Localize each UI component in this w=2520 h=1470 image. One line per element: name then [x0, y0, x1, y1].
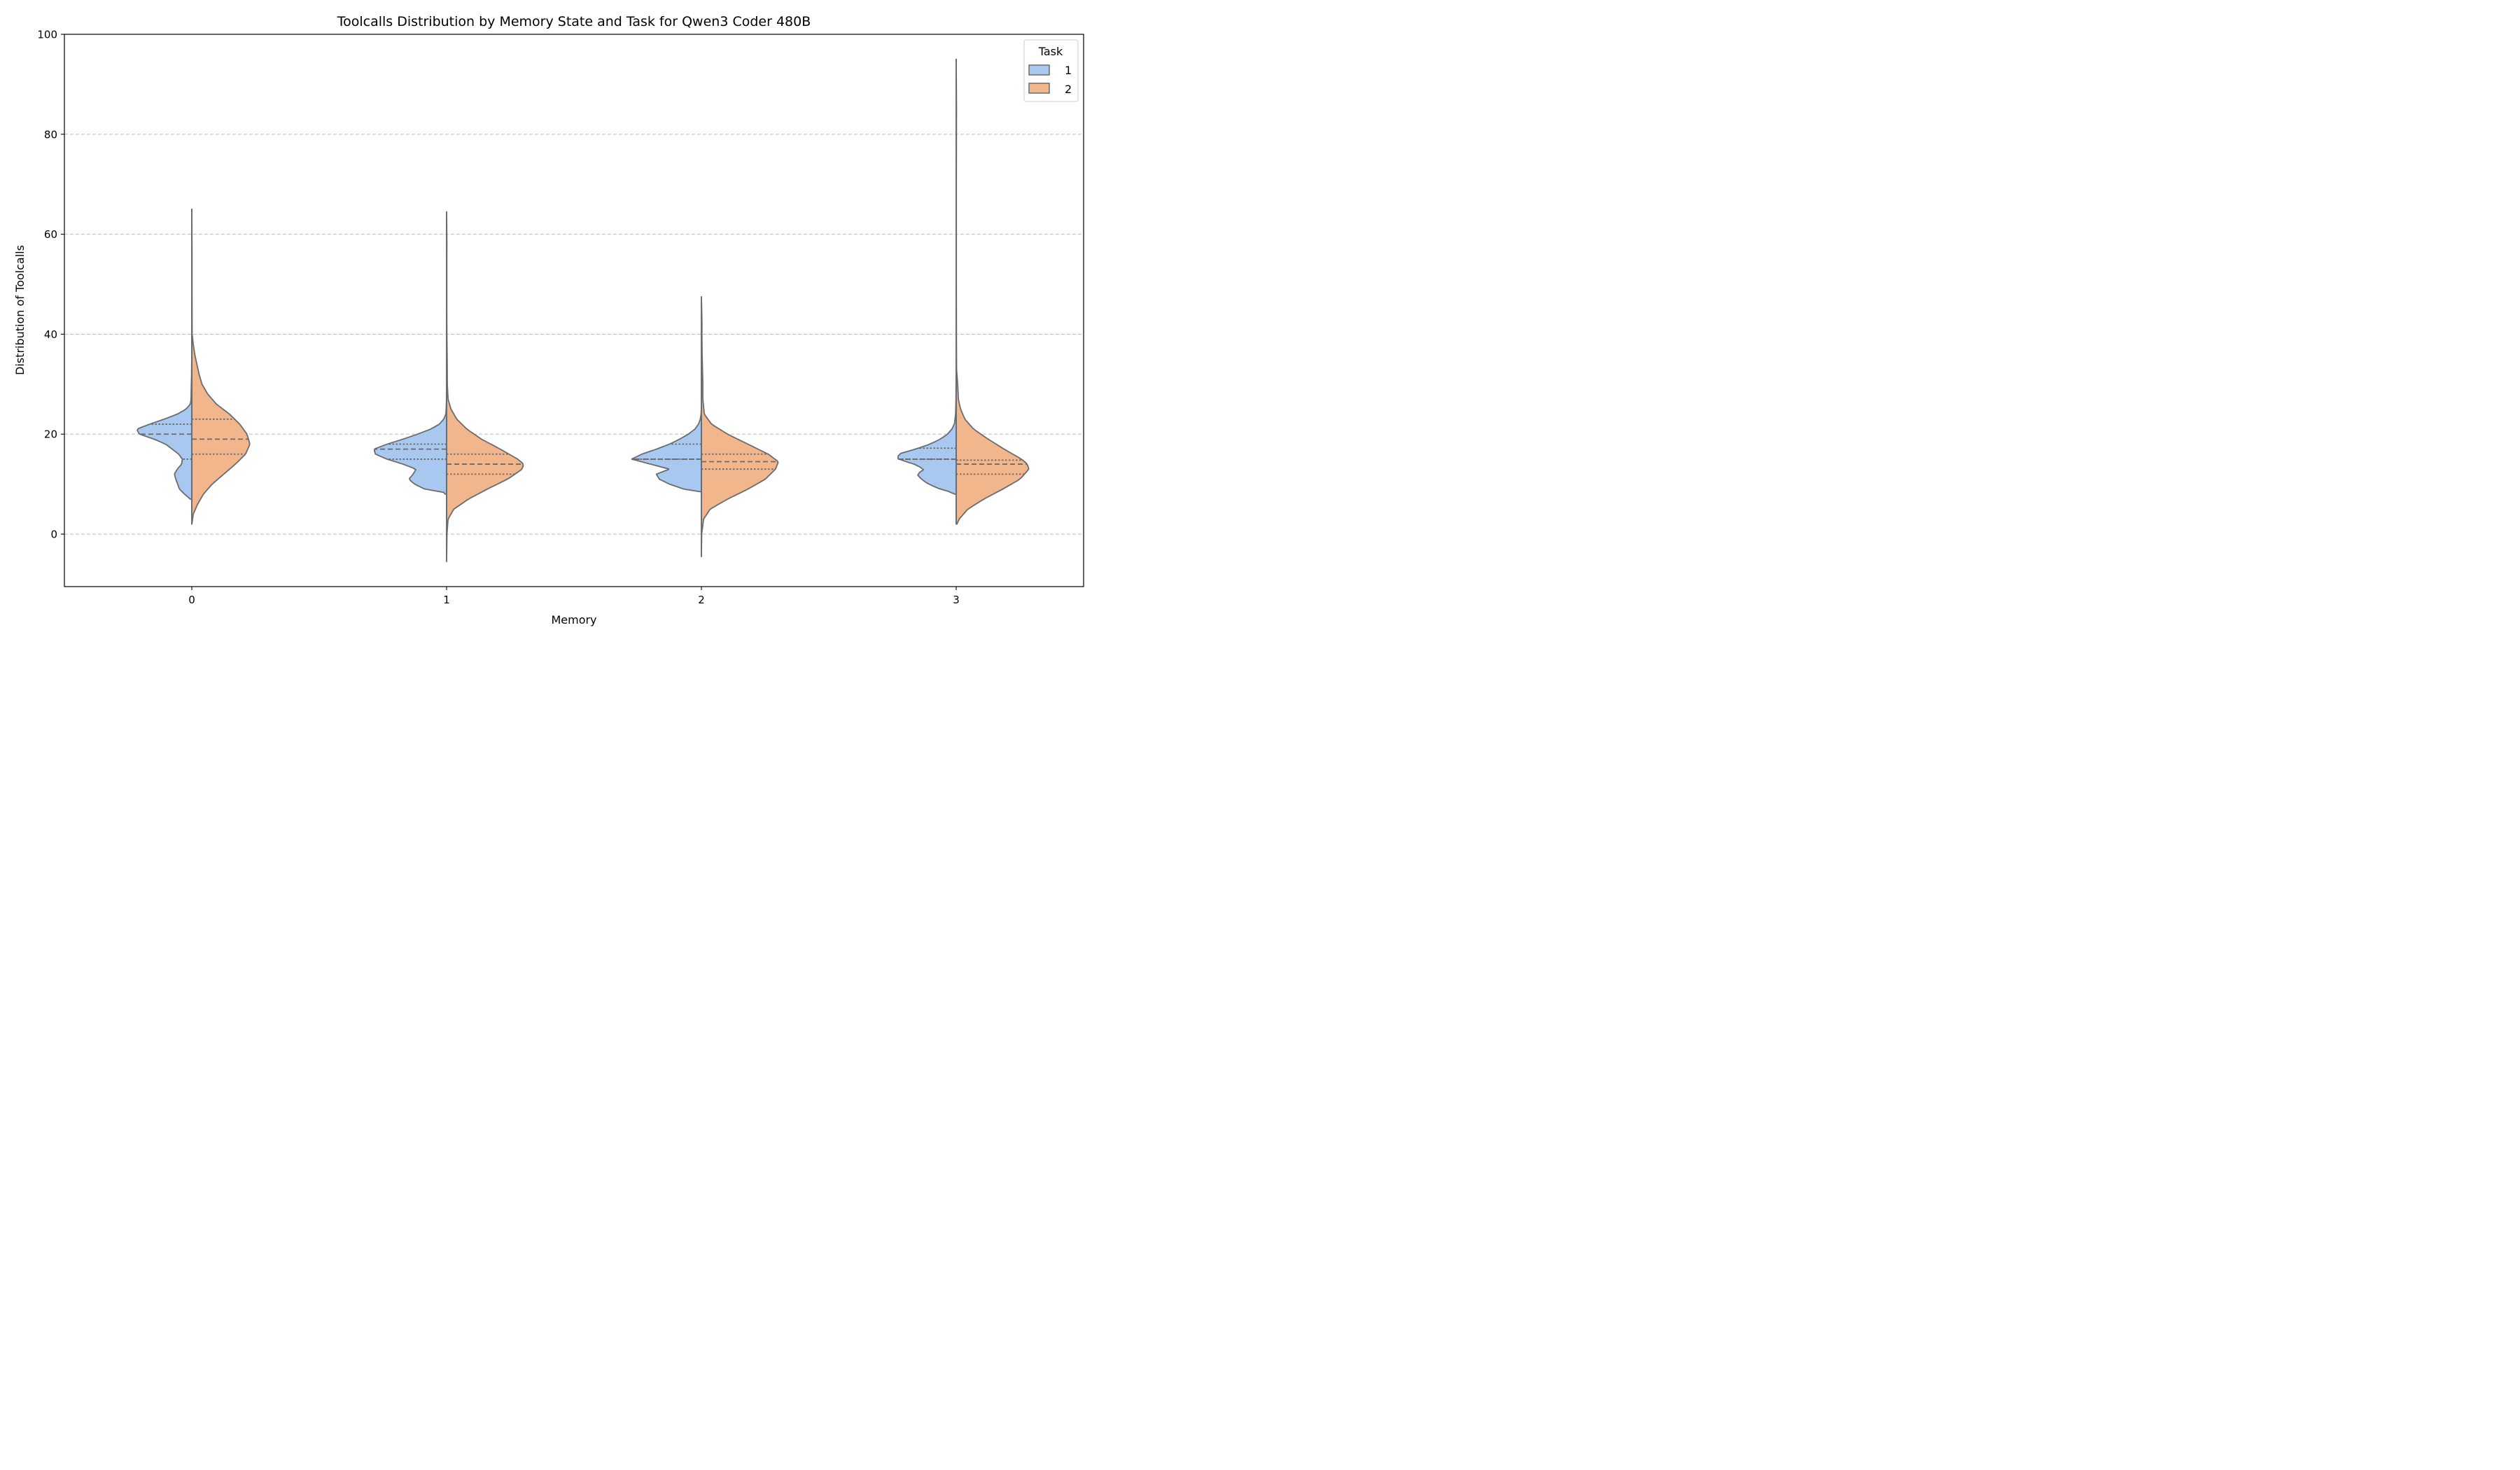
- violin-task-1-memory-3: [897, 58, 957, 495]
- violin-task-2-memory-2: [701, 295, 779, 558]
- violin-task-2-memory-3: [955, 58, 1030, 525]
- x-axis-label: Memory: [551, 613, 596, 626]
- x-tick-label: 3: [953, 594, 960, 606]
- y-tick-label: 100: [37, 29, 57, 41]
- x-tick-label: 1: [443, 594, 450, 606]
- violin-task-1-memory-2: [631, 408, 702, 493]
- violins: [136, 58, 1030, 563]
- legend: Task 1 2: [1023, 39, 1079, 102]
- violin-task-1-memory-0: [136, 209, 192, 500]
- violin-chart: 0 20 40 60 80 100 0 1 2 3 Toolcalls Distribution …: [13, 14, 1084, 626]
- y-tick-label: 0: [50, 528, 57, 541]
- violin-task-1-memory-1: [373, 214, 447, 495]
- x-tick-label: 2: [698, 594, 705, 606]
- y-tick-label: 60: [44, 228, 57, 241]
- y-axis-label: Distribution of Toolcalls: [13, 245, 27, 375]
- y-tick-label: 20: [44, 428, 57, 441]
- legend-label-task-1: 1: [1065, 64, 1072, 77]
- legend-title: Task: [1038, 45, 1063, 58]
- violin-task-2-memory-1: [446, 211, 524, 563]
- plot-frame: [64, 34, 1084, 587]
- legend-swatch-task-1: [1028, 64, 1050, 76]
- y-tick-label: 80: [44, 128, 57, 141]
- chart-title: Toolcalls Distribution by Memory State a…: [337, 14, 811, 29]
- legend-swatch-task-2: [1028, 83, 1050, 94]
- axis-ticks: 0 20 40 60 80 100 0 1 2 3: [37, 29, 959, 607]
- legend-label-task-2: 2: [1065, 83, 1072, 96]
- x-tick-label: 0: [188, 594, 195, 606]
- violin-task-2-memory-0: [191, 209, 251, 525]
- y-tick-label: 40: [44, 328, 57, 341]
